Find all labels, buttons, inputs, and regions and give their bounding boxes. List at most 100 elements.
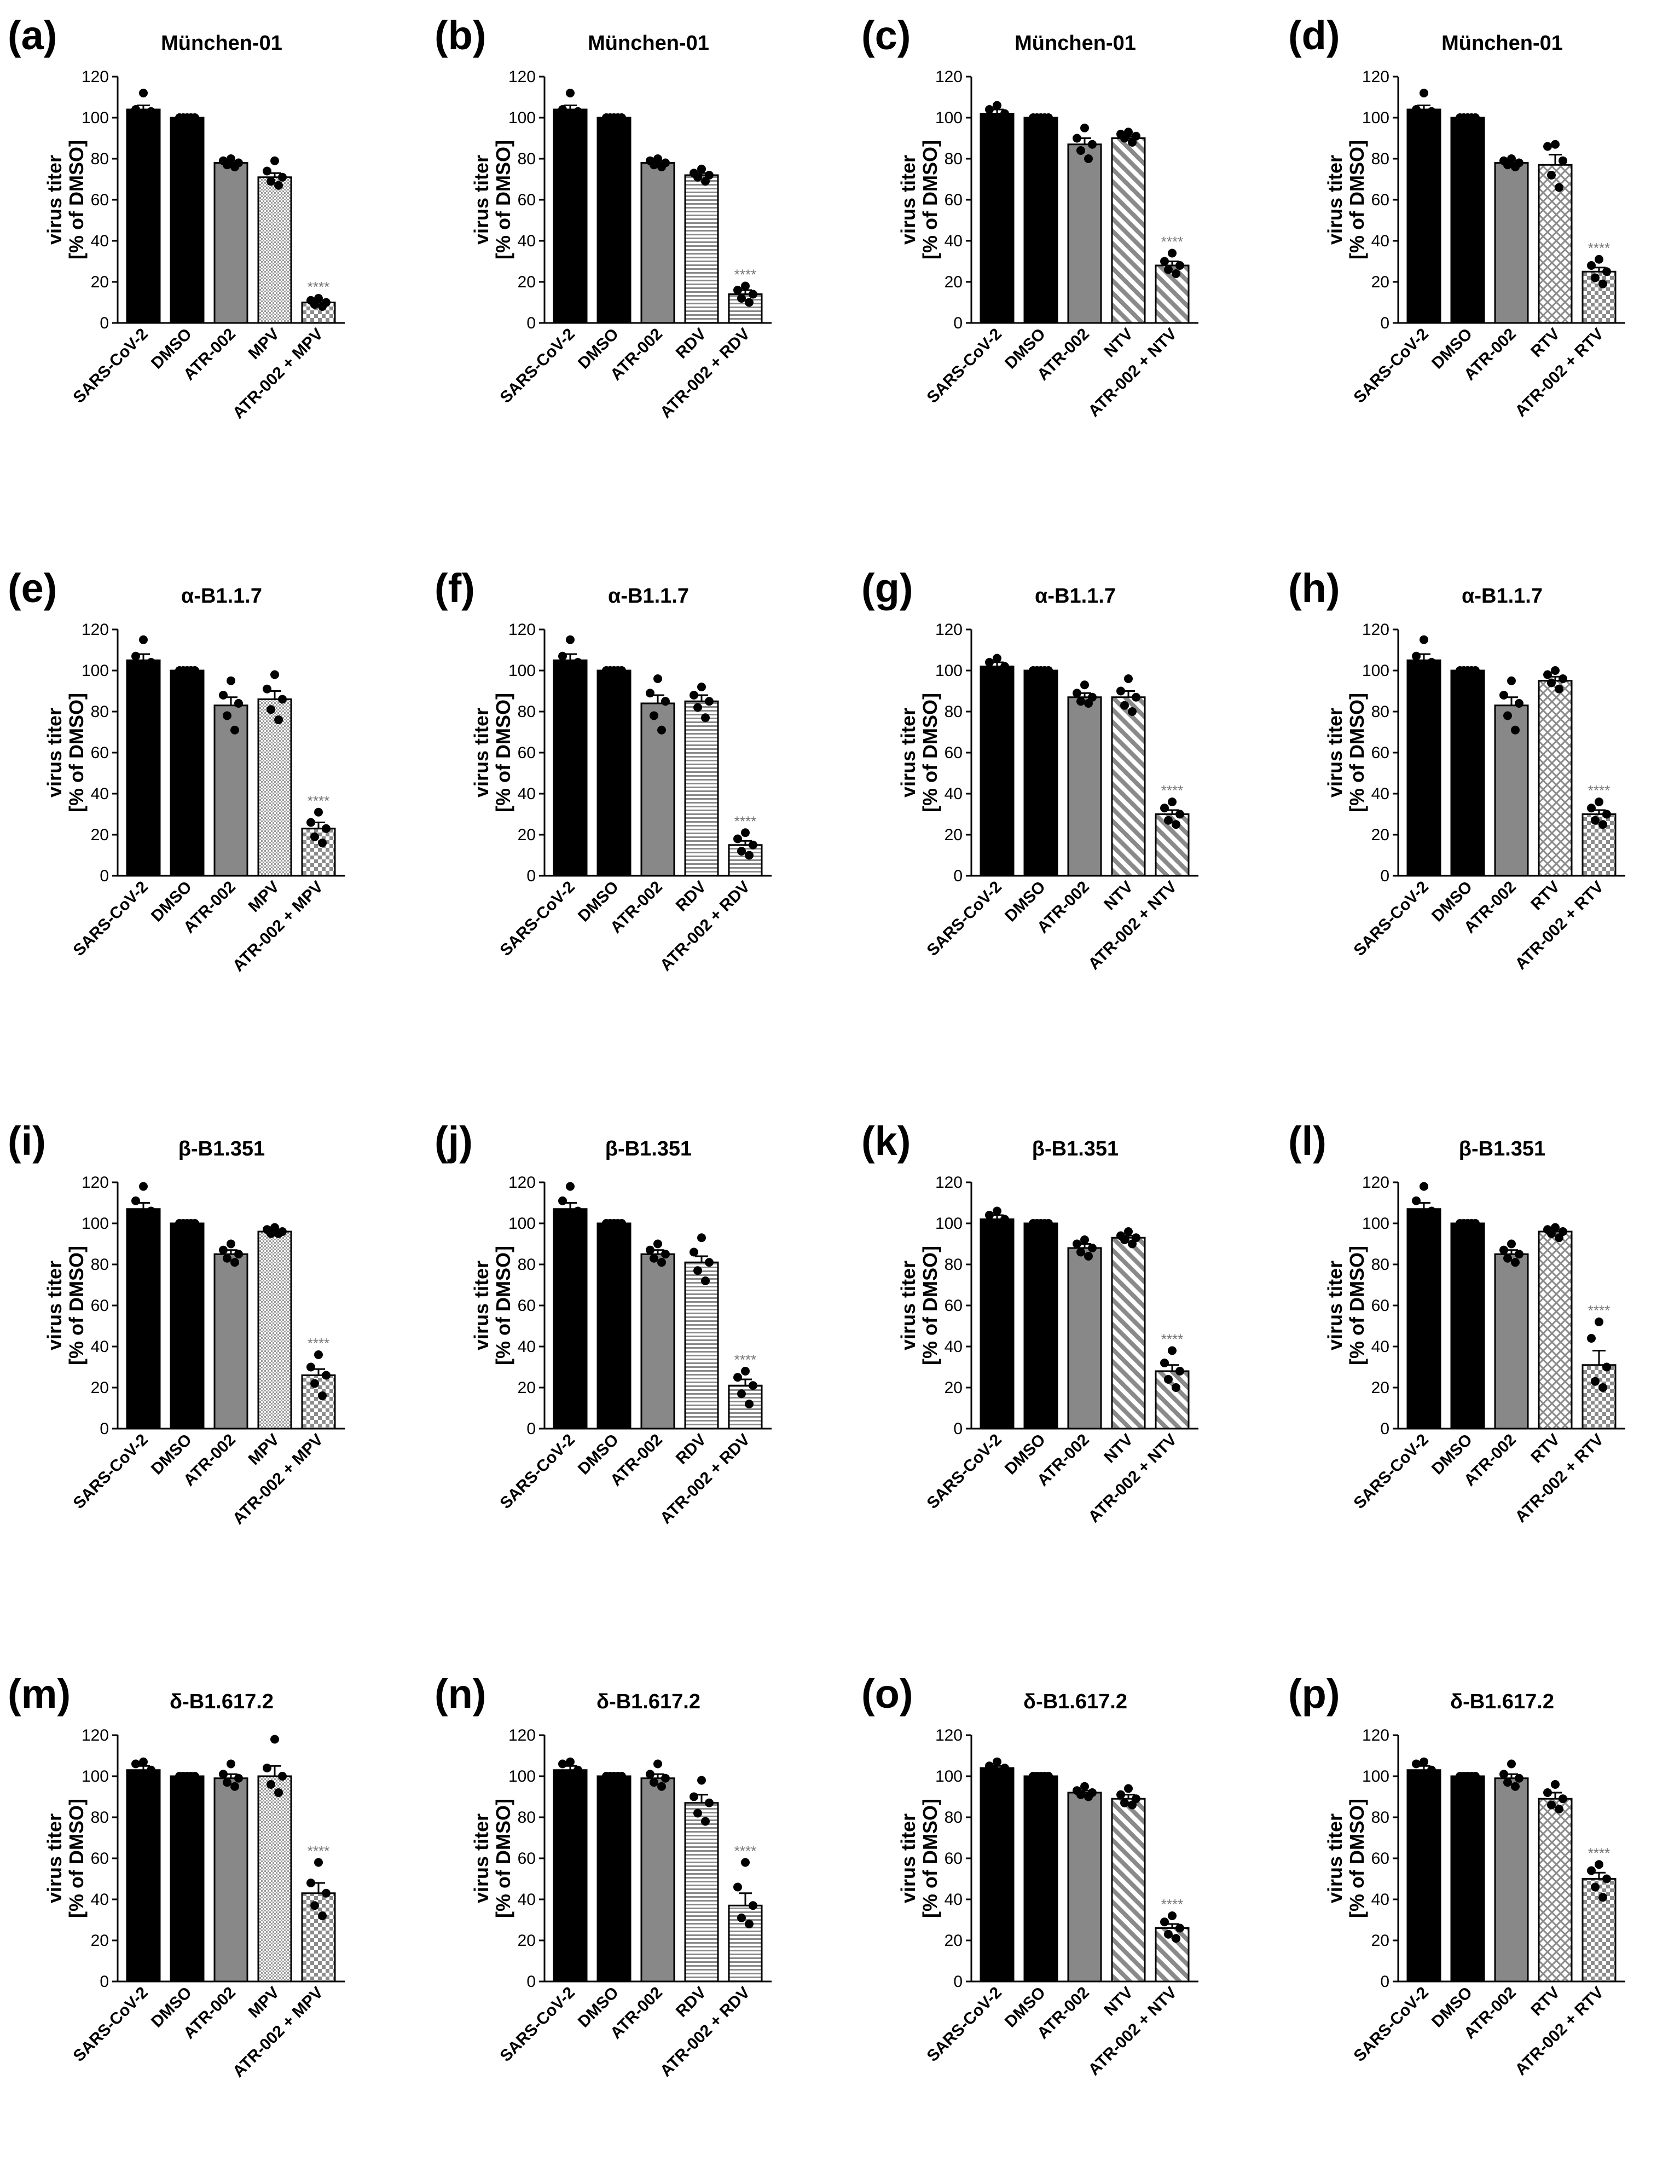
data-point (657, 1258, 666, 1267)
bar-1 (170, 117, 205, 324)
bar-0 (553, 108, 588, 324)
category-label: MPV (245, 325, 283, 363)
data-point (1515, 1250, 1523, 1259)
y-tick-label: 100 (1362, 662, 1389, 680)
y-tick-label: 20 (91, 1379, 109, 1397)
bar-2 (1494, 1253, 1529, 1430)
data-point (562, 662, 571, 671)
bar-chart: virus titer[% of DMSO] 0 20 40 60 80 100 120 SAR… (897, 68, 1198, 420)
y-axis-label: virus titer[% of DMSO] (470, 1246, 514, 1365)
y-tick-label: 100 (508, 1215, 536, 1233)
panel-label: (h) (1288, 565, 1340, 611)
y-tick-label: 80 (945, 703, 963, 721)
bar-chart: virus titer[% of DMSO] 0 20 40 60 80 100 120 SAR… (1324, 621, 1625, 973)
significance-marker: **** (734, 267, 756, 283)
bar-0 (980, 113, 1015, 324)
data-point (230, 1258, 239, 1267)
data-point (1160, 804, 1169, 813)
data-point (274, 1788, 283, 1797)
data-point (310, 832, 319, 841)
figure: (a) München-01 virus titer[% of DMSO] 0 20 40… (0, 0, 1625, 2081)
y-axis-label: virus titer[% of DMSO] (470, 140, 514, 259)
y-tick-label: 80 (518, 150, 536, 168)
y-axis-label: virus titer[% of DMSO] (43, 140, 88, 259)
bar-chart: virus titer[% of DMSO] 0 20 40 60 80 100 120 SAR… (1324, 1174, 1625, 1526)
data-point (1559, 1794, 1567, 1804)
data-point (1412, 1196, 1421, 1205)
significance-marker: **** (308, 793, 329, 809)
y-axis-label-line2: [% of DMSO] (919, 140, 941, 259)
y-tick-label: 0 (1380, 314, 1389, 332)
data-point (1420, 1757, 1428, 1766)
data-point (306, 818, 315, 827)
data-point (1427, 658, 1436, 667)
y-axis-label-line1: virus titer (897, 708, 919, 798)
y-tick-label: 0 (100, 1420, 109, 1438)
data-point (997, 666, 1005, 675)
y-axis-label: virus titer[% of DMSO] (897, 1246, 941, 1365)
bar-2 (1067, 1792, 1102, 1983)
data-point (1543, 1788, 1552, 1797)
y-axis-label-line1: virus titer (897, 155, 919, 245)
bar-4 (1581, 1878, 1617, 1983)
data-point (263, 684, 271, 694)
data-point (1033, 666, 1041, 675)
category-label: RTV (1527, 1984, 1563, 2020)
category-label: SARS-CoV-2 (69, 1984, 151, 2065)
data-point (1423, 111, 1432, 120)
y-tick-label: 40 (1371, 785, 1389, 803)
y-tick-label: 120 (1362, 1174, 1389, 1192)
bar-0 (980, 1767, 1015, 1983)
y-tick-label: 100 (1362, 1767, 1389, 1786)
data-point (1423, 1772, 1432, 1781)
y-tick-label: 40 (518, 1891, 536, 1909)
y-tick-label: 120 (82, 1174, 109, 1192)
data-point (558, 1196, 567, 1205)
panel-label: (i) (8, 1118, 46, 1164)
y-tick-label: 80 (518, 1809, 536, 1827)
y-tick-label: 80 (945, 1256, 963, 1274)
data-point (733, 834, 742, 843)
panel-label: (f) (435, 565, 475, 611)
data-point (650, 1253, 658, 1263)
y-tick-label: 120 (1362, 1726, 1389, 1744)
bar-2 (640, 1253, 675, 1430)
data-point (139, 635, 148, 644)
bar-2 (1067, 1247, 1102, 1430)
panel-label: (b) (435, 13, 486, 58)
data-point (234, 1250, 243, 1259)
y-tick-label: 0 (100, 1973, 109, 1991)
panel-a: (a) München-01 virus titer[% of DMSO] 0 20 40… (0, 0, 427, 525)
panel-label: (m) (8, 1671, 71, 1717)
data-point (1124, 1784, 1133, 1793)
y-tick-label: 20 (518, 1932, 536, 1950)
data-point (690, 691, 698, 700)
data-point (263, 1764, 271, 1772)
y-axis-label-line1: virus titer (43, 1261, 66, 1350)
data-point (606, 1219, 615, 1228)
y-axis-label: virus titer[% of DMSO] (1324, 140, 1368, 259)
data-point (1602, 810, 1611, 819)
bar-chart: virus titer[% of DMSO] 0 20 40 60 80 100 120 SAR… (897, 1726, 1198, 2079)
data-point (322, 824, 331, 833)
y-tick-label: 20 (945, 826, 963, 844)
data-point (993, 1757, 1001, 1766)
data-point (135, 1770, 144, 1779)
data-point (697, 1233, 706, 1243)
chart-title: München-01 (161, 32, 282, 55)
data-point (135, 109, 144, 118)
significance-marker: **** (308, 1843, 329, 1859)
y-axis-label: virus titer[% of DMSO] (1324, 1246, 1368, 1365)
data-point (1120, 701, 1129, 710)
data-point (737, 1389, 746, 1399)
bar-3 (257, 176, 292, 324)
data-point (1073, 134, 1081, 143)
data-point (1515, 699, 1523, 708)
data-point (650, 160, 658, 170)
data-point (274, 715, 283, 724)
y-tick-label: 120 (935, 1726, 963, 1744)
data-point (1160, 1917, 1169, 1927)
data-point (1503, 711, 1512, 720)
significance-marker: **** (1161, 782, 1183, 799)
y-tick-label: 80 (1371, 1809, 1389, 1827)
